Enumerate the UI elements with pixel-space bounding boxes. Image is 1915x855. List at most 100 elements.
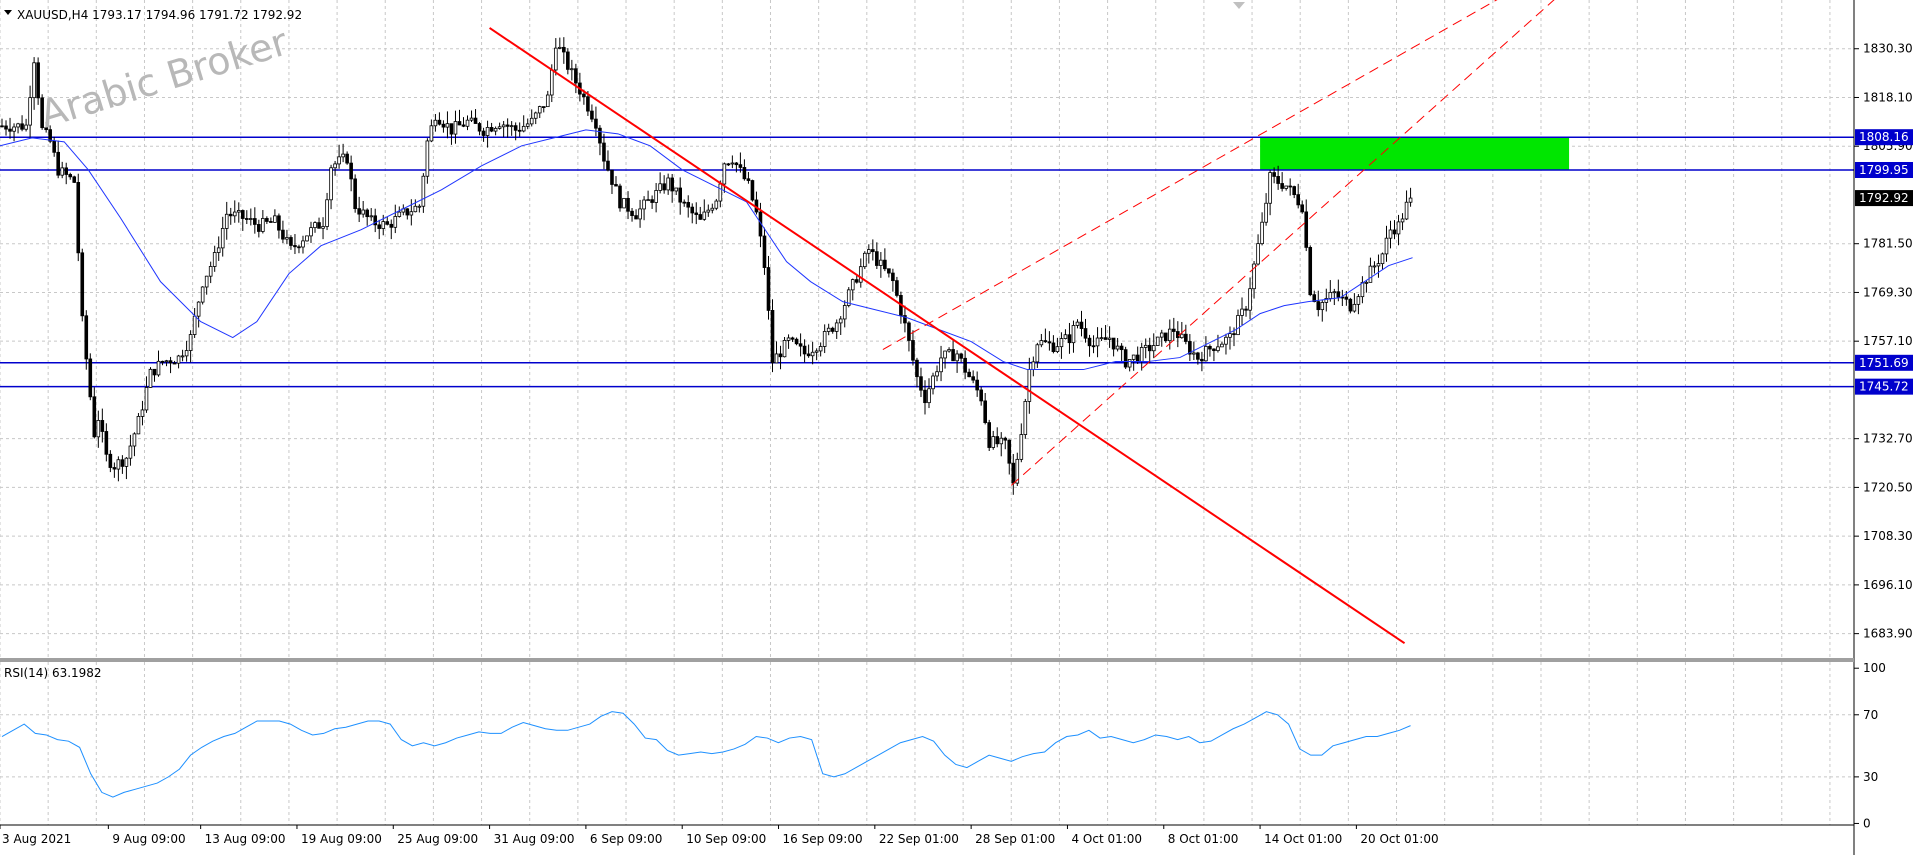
candle-body <box>846 289 851 306</box>
candle-body <box>148 368 153 388</box>
candle-body <box>405 208 410 216</box>
candle-body <box>959 353 963 359</box>
resistance-zone[interactable] <box>1260 137 1570 170</box>
candle-body <box>140 409 145 417</box>
candle-body <box>730 162 735 165</box>
candle-body <box>991 436 996 448</box>
candle-body <box>638 208 642 220</box>
price-tick-label: 1830.30 <box>1863 42 1913 56</box>
scroll-marker-icon[interactable] <box>1233 2 1245 9</box>
candle-body <box>208 266 213 277</box>
time-tick-label: 22 Sep 01:00 <box>879 832 959 846</box>
candle-body <box>48 129 52 142</box>
candle-body <box>582 93 586 98</box>
rsi-line[interactable] <box>1 711 1411 798</box>
candle-body <box>818 346 823 352</box>
channel-line[interactable] <box>1010 0 1605 486</box>
candle-body <box>445 123 450 128</box>
candle-body <box>1400 218 1405 223</box>
moving-average-line[interactable] <box>0 129 1413 371</box>
candle-body <box>60 167 65 176</box>
candle-body <box>1204 345 1208 362</box>
candle-body <box>361 209 365 215</box>
candle-body <box>144 387 149 411</box>
candle-body <box>1180 333 1184 339</box>
candle-body <box>967 371 971 378</box>
candle-body <box>349 162 353 180</box>
time-tick-label: 4 Oct 01:00 <box>1071 832 1142 846</box>
candle-body <box>1099 337 1104 340</box>
candle-body <box>32 62 36 99</box>
candle-body <box>441 123 446 128</box>
candle-body <box>497 126 502 129</box>
candle-body <box>610 169 614 185</box>
candle-body <box>76 182 81 254</box>
candle-body <box>1276 176 1280 184</box>
candle-body <box>1368 265 1373 283</box>
price-panel[interactable] <box>0 0 1854 645</box>
candle-body <box>1023 401 1028 435</box>
candle-body <box>453 121 458 135</box>
candle-body <box>1352 303 1357 312</box>
candle-body <box>164 360 169 363</box>
candle-body <box>525 123 530 127</box>
candle-body <box>8 128 12 132</box>
candle-body <box>858 266 863 283</box>
time-tick-label: 3 Aug 2021 <box>2 832 71 846</box>
candle-body <box>1071 325 1076 344</box>
candle-body <box>883 259 887 270</box>
candle-body <box>1336 291 1341 298</box>
candle-body <box>365 209 369 218</box>
candle-body <box>614 184 618 187</box>
candle-body <box>566 51 570 70</box>
candle-body <box>1228 333 1232 338</box>
candle-body <box>224 213 229 229</box>
rsi-panel[interactable] <box>1 711 1411 798</box>
panel-separator[interactable] <box>0 658 1854 662</box>
candle-body <box>1344 296 1349 300</box>
candle-body <box>457 121 462 126</box>
candle-body <box>204 275 209 288</box>
candle-body <box>124 457 129 467</box>
candle-body <box>397 211 402 217</box>
candle-body <box>1011 462 1016 484</box>
candle-body <box>782 339 787 358</box>
candle-body <box>1272 172 1276 177</box>
candle-body <box>762 235 767 268</box>
candle-body <box>228 213 233 217</box>
level-label-box <box>1855 378 1913 395</box>
candle-body <box>1408 197 1413 203</box>
candle-body <box>28 97 32 126</box>
candle-body <box>533 112 538 119</box>
candle-body <box>790 337 795 340</box>
candle-body <box>786 337 791 341</box>
candle-body <box>489 127 494 132</box>
candle-body <box>810 351 815 357</box>
candle-body <box>558 46 562 49</box>
candle-body <box>1264 202 1268 223</box>
candle-body <box>1332 291 1337 294</box>
level-label-text: 1751.69 <box>1859 356 1909 370</box>
candle-body <box>509 125 514 128</box>
candle-body <box>586 96 590 112</box>
candle-body <box>1244 308 1248 311</box>
channel-line[interactable] <box>882 0 1605 351</box>
symbol-header: XAUUSD,H4 1793.17 1794.96 1791.72 1792.9… <box>4 8 302 22</box>
price-tick-label: 1818.10 <box>1863 90 1913 104</box>
candle-body <box>871 249 875 253</box>
candle-body <box>317 222 321 229</box>
candle-body <box>814 350 819 353</box>
collapse-triangle-icon[interactable] <box>4 10 12 15</box>
downtrend-line[interactable] <box>489 27 1406 645</box>
candle-body <box>951 349 955 362</box>
candle-body <box>806 353 811 357</box>
candle-body <box>674 187 678 192</box>
candle-body <box>574 68 578 84</box>
candle-body <box>357 208 361 215</box>
candle-body <box>602 142 606 162</box>
candle-body <box>12 126 16 132</box>
candle-body <box>875 251 879 266</box>
